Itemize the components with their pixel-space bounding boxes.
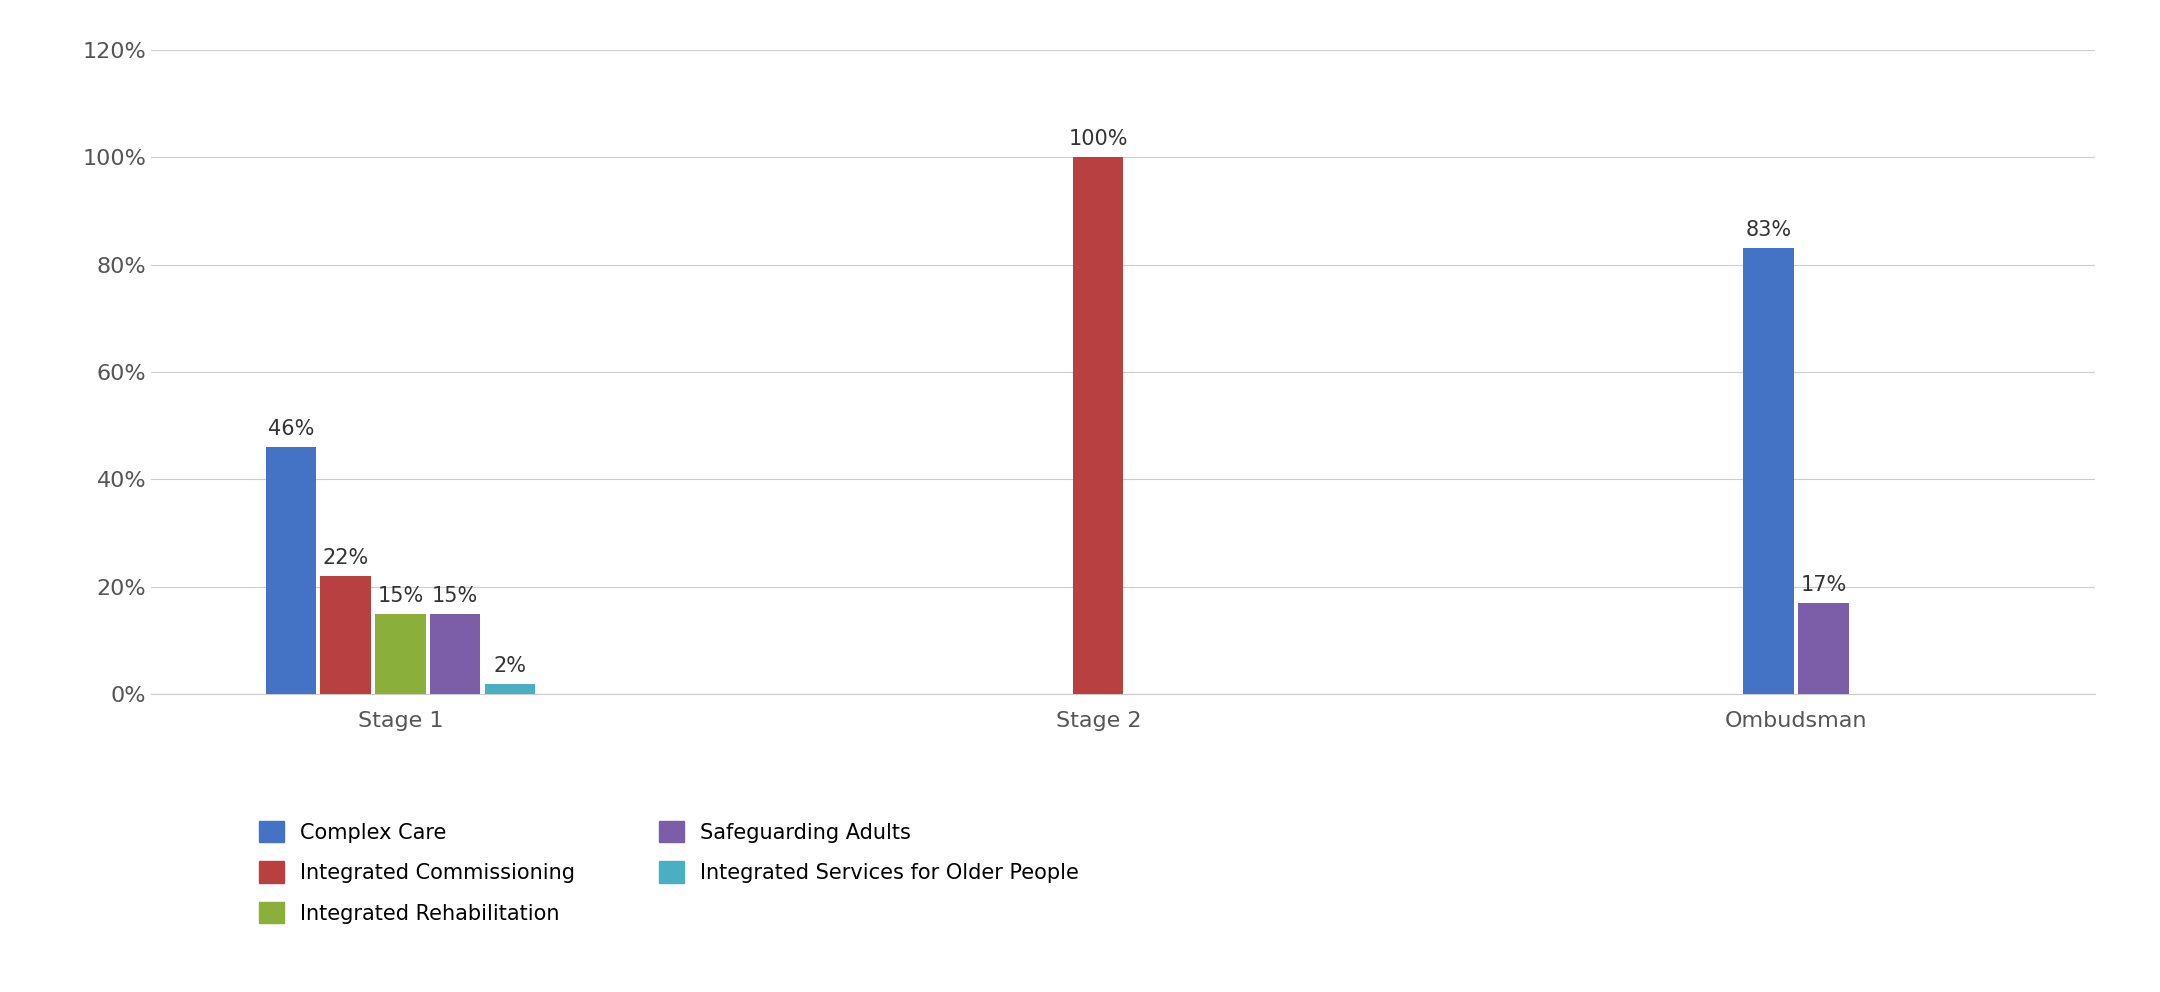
Legend: Complex Care, Integrated Commissioning, Integrated Rehabilitation, Safeguarding : Complex Care, Integrated Commissioning, …: [259, 821, 1080, 924]
Bar: [266, 447, 315, 694]
Text: 22%: 22%: [322, 549, 369, 568]
Bar: [376, 614, 426, 694]
Bar: [484, 683, 536, 694]
Text: 100%: 100%: [1069, 129, 1128, 149]
Text: 46%: 46%: [268, 420, 313, 439]
Bar: [1743, 248, 1795, 694]
Text: 2%: 2%: [495, 656, 527, 676]
Bar: [1799, 603, 1849, 694]
Text: 15%: 15%: [378, 585, 423, 606]
Text: 17%: 17%: [1801, 575, 1847, 595]
Bar: [1074, 157, 1123, 694]
Text: 83%: 83%: [1745, 220, 1793, 240]
Bar: [430, 614, 480, 694]
Bar: [320, 576, 372, 694]
Text: 15%: 15%: [432, 585, 477, 606]
